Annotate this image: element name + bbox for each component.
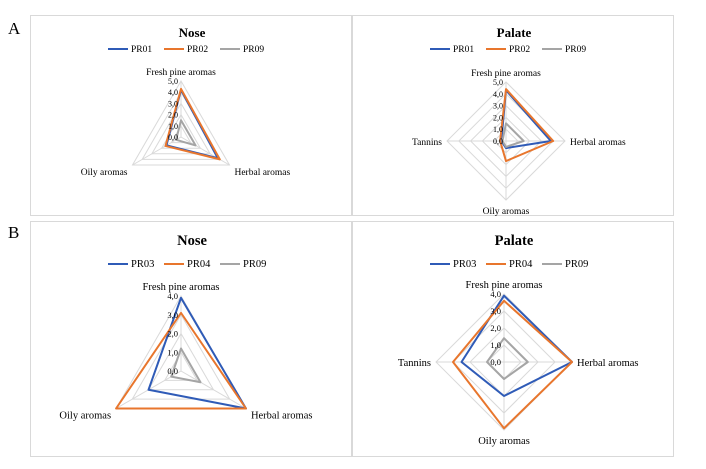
legend-label-pr02: PR02: [187, 45, 208, 55]
legend-label-pr09: PR09: [565, 259, 588, 270]
chart-a-palate: Palate PR01 PR02 PR09 0,0 1,0 2,0 3,0 4,0 5,0 Fres…: [352, 15, 674, 217]
tick-label: 0,0: [490, 357, 501, 367]
tick-label: 2,0: [168, 111, 178, 120]
legend-label-pr01: PR01: [131, 45, 152, 55]
tick-label: 2,0: [493, 113, 503, 122]
series-pr09: [175, 119, 197, 147]
axis-label: Herbal aromas: [577, 358, 639, 369]
tick-label: 0,0: [493, 137, 503, 146]
legend-label-pr09: PR09: [243, 45, 264, 55]
chart-title: Nose: [177, 233, 207, 249]
axis-label: Oily aromas: [483, 207, 530, 217]
chart-b-nose: Nose PR03 PR04 PR09 0,0 1,0 2,0 3,0 4,0 Fresh pin…: [30, 221, 352, 457]
tick-label: 3,0: [167, 310, 178, 320]
axis-label: Fresh pine aromas: [471, 69, 541, 79]
axis-label: Oily aromas: [478, 436, 530, 447]
grid-spoke: [180, 370, 247, 409]
panel-label-b: B: [8, 223, 20, 242]
legend-label-pr02: PR02: [509, 45, 530, 55]
tick-label: 5,0: [168, 77, 178, 86]
tick-label: 4,0: [168, 88, 178, 97]
series-pr02: [499, 88, 555, 163]
series-pr04: [115, 311, 247, 410]
series-pr09: [170, 347, 202, 384]
axis-label: Fresh pine aromas: [466, 280, 543, 291]
tick-label: 1,0: [168, 122, 178, 131]
tick-label: 4,0: [490, 289, 501, 299]
axis-label: Tannins: [398, 358, 431, 369]
chart-title: Palate: [495, 233, 534, 249]
grid-ring: [151, 102, 211, 155]
tick-label: 0,0: [168, 133, 178, 142]
grid-spoke: [180, 136, 230, 166]
series-pr04: [452, 299, 573, 430]
axis-label: Herbal aromas: [570, 138, 626, 148]
series-pr09: [486, 337, 529, 380]
tick-label: 4,0: [493, 90, 503, 99]
legend-label-pr03: PR03: [131, 259, 154, 270]
axis-label: Tannins: [412, 138, 442, 148]
series-pr03: [147, 296, 247, 410]
tick-label: 5,0: [493, 78, 503, 87]
axis-label: Oily aromas: [81, 168, 128, 178]
grid-ring: [131, 79, 231, 166]
grid-ring: [163, 351, 199, 381]
axis-label: Fresh pine aromas: [146, 68, 216, 78]
grid-ring: [147, 332, 215, 391]
tick-label: 1,0: [490, 340, 501, 350]
tick-label: 1,0: [493, 125, 503, 134]
legend-label-pr01: PR01: [453, 45, 474, 55]
panel-label-a: A: [8, 19, 21, 38]
axis-label: Herbal aromas: [234, 168, 290, 178]
legend-label-pr03: PR03: [453, 259, 476, 270]
legend-label-pr04: PR04: [187, 259, 211, 270]
axis-label: Oily aromas: [59, 411, 111, 422]
series-pr03: [460, 294, 573, 397]
tick-label: 4,0: [167, 291, 178, 301]
tick-label: 0,0: [167, 366, 178, 376]
axis-label: Herbal aromas: [251, 411, 313, 422]
chart-b-palate: Palate PR03 PR04 PR09 0,0 1,0 2,0 3,0 4,0 Fresh p…: [352, 221, 674, 457]
tick-label: 1,0: [167, 347, 178, 357]
tick-label: 3,0: [493, 102, 503, 111]
tick-label: 3,0: [490, 306, 501, 316]
grid-ring: [170, 124, 192, 144]
series-pr09: [501, 122, 525, 148]
tick-label: 2,0: [490, 323, 501, 333]
grid-ring: [131, 313, 231, 400]
tick-label: 2,0: [167, 329, 178, 339]
chart-title: Nose: [179, 25, 206, 40]
chart-a-nose: Nose PR01 PR02 PR09 0,0 1,0 2,0 3,0 4,0 5,0 Fresh …: [30, 15, 352, 216]
grid-spoke: [132, 136, 182, 166]
tick-label: 3,0: [168, 99, 178, 108]
axis-label: Fresh pine aromas: [143, 282, 220, 293]
legend-label-pr09: PR09: [565, 45, 586, 55]
series-pr02: [164, 87, 221, 161]
legend-label-pr04: PR04: [509, 259, 533, 270]
legend-label-pr09: PR09: [243, 259, 266, 270]
chart-title: Palate: [497, 25, 532, 40]
